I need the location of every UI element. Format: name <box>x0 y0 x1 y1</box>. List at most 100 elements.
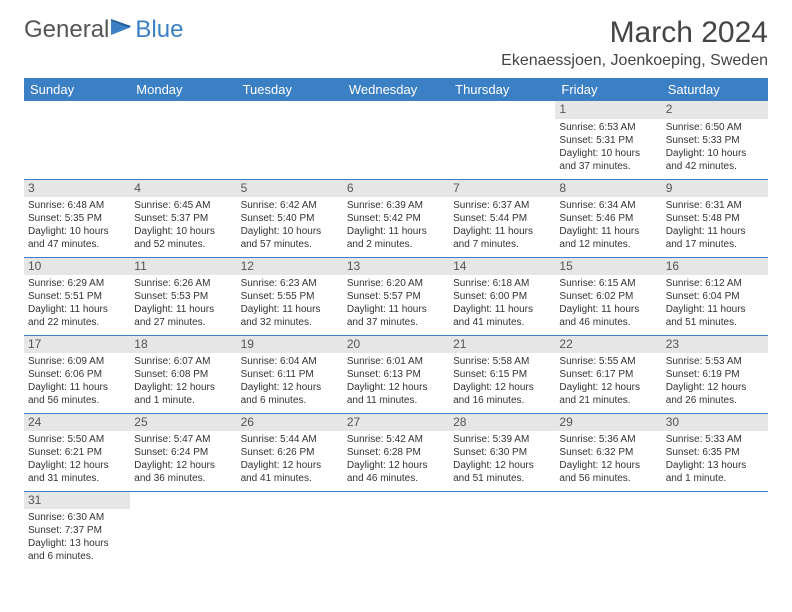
sunset-text: Sunset: 6:24 PM <box>134 446 232 459</box>
daylight1-text: Daylight: 12 hours <box>347 381 445 394</box>
daylight1-text: Daylight: 11 hours <box>453 225 551 238</box>
sunrise-text: Sunrise: 6:31 AM <box>666 199 764 212</box>
sunrise-text: Sunrise: 5:58 AM <box>453 355 551 368</box>
sunrise-text: Sunrise: 6:45 AM <box>134 199 232 212</box>
sunset-text: Sunset: 5:40 PM <box>241 212 339 225</box>
daylight2-text: and 11 minutes. <box>347 394 445 407</box>
day-number: 26 <box>237 414 343 432</box>
day-number: 1 <box>555 101 661 119</box>
daylight1-text: Daylight: 11 hours <box>666 225 764 238</box>
day-number: 6 <box>343 180 449 198</box>
day-number: 27 <box>343 414 449 432</box>
day-number: 29 <box>555 414 661 432</box>
daylight1-text: Daylight: 12 hours <box>134 459 232 472</box>
day-number: 4 <box>130 180 236 198</box>
sunset-text: Sunset: 6:32 PM <box>559 446 657 459</box>
day-number: 16 <box>662 258 768 276</box>
sunset-text: Sunset: 5:42 PM <box>347 212 445 225</box>
day-number: 7 <box>449 180 555 198</box>
daylight2-text: and 46 minutes. <box>559 316 657 329</box>
day-number: 18 <box>130 336 236 354</box>
calendar-cell: 29Sunrise: 5:36 AMSunset: 6:32 PMDayligh… <box>555 413 661 491</box>
daylight1-text: Daylight: 11 hours <box>559 303 657 316</box>
day-number: 23 <box>662 336 768 354</box>
daylight1-text: Daylight: 12 hours <box>453 459 551 472</box>
daylight1-text: Daylight: 10 hours <box>666 147 764 160</box>
sunset-text: Sunset: 5:44 PM <box>453 212 551 225</box>
day-number: 22 <box>555 336 661 354</box>
daylight1-text: Daylight: 12 hours <box>28 459 126 472</box>
sunset-text: Sunset: 6:26 PM <box>241 446 339 459</box>
calendar-cell: 14Sunrise: 6:18 AMSunset: 6:00 PMDayligh… <box>449 257 555 335</box>
calendar-cell: 4Sunrise: 6:45 AMSunset: 5:37 PMDaylight… <box>130 179 236 257</box>
sunrise-text: Sunrise: 6:53 AM <box>559 121 657 134</box>
sunset-text: Sunset: 5:33 PM <box>666 134 764 147</box>
sunset-text: Sunset: 5:53 PM <box>134 290 232 303</box>
daylight2-text: and 46 minutes. <box>347 472 445 485</box>
daylight1-text: Daylight: 12 hours <box>347 459 445 472</box>
calendar-cell: 1Sunrise: 6:53 AMSunset: 5:31 PMDaylight… <box>555 101 661 179</box>
calendar-cell: 28Sunrise: 5:39 AMSunset: 6:30 PMDayligh… <box>449 413 555 491</box>
daylight1-text: Daylight: 12 hours <box>666 381 764 394</box>
daylight1-text: Daylight: 11 hours <box>28 381 126 394</box>
logo: General Blue <box>24 16 183 44</box>
daylight2-text: and 22 minutes. <box>28 316 126 329</box>
daylight1-text: Daylight: 10 hours <box>559 147 657 160</box>
day-number: 5 <box>237 180 343 198</box>
calendar-cell <box>449 491 555 569</box>
calendar-cell: 16Sunrise: 6:12 AMSunset: 6:04 PMDayligh… <box>662 257 768 335</box>
sunrise-text: Sunrise: 6:48 AM <box>28 199 126 212</box>
sunrise-text: Sunrise: 5:42 AM <box>347 433 445 446</box>
day-number: 11 <box>130 258 236 276</box>
day-number: 20 <box>343 336 449 354</box>
daylight2-text: and 41 minutes. <box>241 472 339 485</box>
daylight2-text: and 6 minutes. <box>28 550 126 563</box>
daylight1-text: Daylight: 12 hours <box>453 381 551 394</box>
sunrise-text: Sunrise: 6:30 AM <box>28 511 126 524</box>
calendar-cell: 11Sunrise: 6:26 AMSunset: 5:53 PMDayligh… <box>130 257 236 335</box>
sunset-text: Sunset: 6:08 PM <box>134 368 232 381</box>
daylight1-text: Daylight: 11 hours <box>453 303 551 316</box>
daylight2-text: and 2 minutes. <box>347 238 445 251</box>
daylight1-text: Daylight: 10 hours <box>28 225 126 238</box>
logo-text-1: General <box>24 16 109 44</box>
calendar-cell: 6Sunrise: 6:39 AMSunset: 5:42 PMDaylight… <box>343 179 449 257</box>
sunset-text: Sunset: 6:35 PM <box>666 446 764 459</box>
daylight1-text: Daylight: 10 hours <box>241 225 339 238</box>
day-number: 14 <box>449 258 555 276</box>
calendar-row: 31Sunrise: 6:30 AMSunset: 7:37 PMDayligh… <box>24 491 768 569</box>
calendar-cell <box>237 101 343 179</box>
daylight2-text: and 52 minutes. <box>134 238 232 251</box>
calendar-cell: 19Sunrise: 6:04 AMSunset: 6:11 PMDayligh… <box>237 335 343 413</box>
sunrise-text: Sunrise: 5:50 AM <box>28 433 126 446</box>
daylight2-text: and 17 minutes. <box>666 238 764 251</box>
daylight2-text: and 36 minutes. <box>134 472 232 485</box>
flag-icon <box>111 16 133 44</box>
calendar-cell: 26Sunrise: 5:44 AMSunset: 6:26 PMDayligh… <box>237 413 343 491</box>
sunrise-text: Sunrise: 6:26 AM <box>134 277 232 290</box>
day-number: 24 <box>24 414 130 432</box>
sunrise-text: Sunrise: 6:39 AM <box>347 199 445 212</box>
daylight1-text: Daylight: 10 hours <box>134 225 232 238</box>
calendar-cell <box>343 101 449 179</box>
sunset-text: Sunset: 5:48 PM <box>666 212 764 225</box>
daylight1-text: Daylight: 12 hours <box>559 381 657 394</box>
daylight1-text: Daylight: 13 hours <box>28 537 126 550</box>
daylight2-text: and 21 minutes. <box>559 394 657 407</box>
calendar-row: 10Sunrise: 6:29 AMSunset: 5:51 PMDayligh… <box>24 257 768 335</box>
day-number: 17 <box>24 336 130 354</box>
sunrise-text: Sunrise: 5:55 AM <box>559 355 657 368</box>
weekday-header-row: SundayMondayTuesdayWednesdayThursdayFrid… <box>24 78 768 101</box>
calendar-cell: 5Sunrise: 6:42 AMSunset: 5:40 PMDaylight… <box>237 179 343 257</box>
sunset-text: Sunset: 6:30 PM <box>453 446 551 459</box>
weekday-header: Friday <box>555 78 661 101</box>
daylight2-text: and 27 minutes. <box>134 316 232 329</box>
sunset-text: Sunset: 5:37 PM <box>134 212 232 225</box>
calendar-cell <box>130 491 236 569</box>
daylight1-text: Daylight: 12 hours <box>134 381 232 394</box>
daylight1-text: Daylight: 12 hours <box>241 459 339 472</box>
sunrise-text: Sunrise: 6:37 AM <box>453 199 551 212</box>
sunrise-text: Sunrise: 6:23 AM <box>241 277 339 290</box>
calendar-cell <box>237 491 343 569</box>
daylight2-text: and 37 minutes. <box>347 316 445 329</box>
